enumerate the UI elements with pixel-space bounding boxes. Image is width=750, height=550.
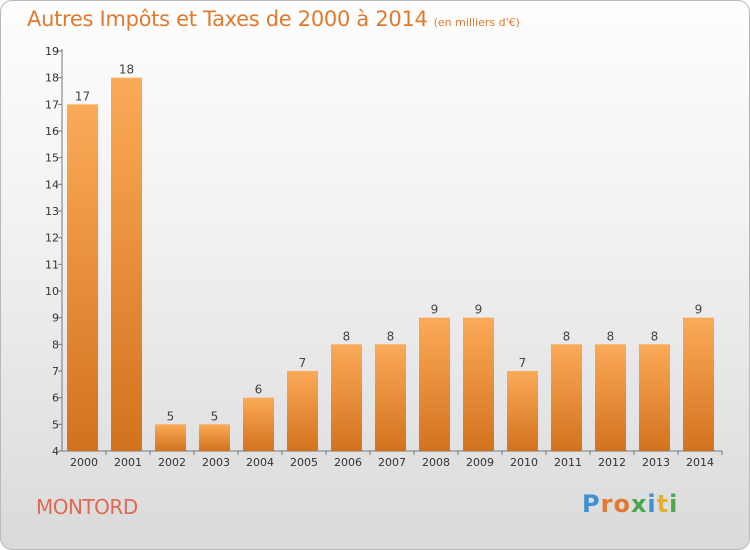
x-tick-label: 2006 (334, 456, 362, 469)
data-label: 8 (343, 329, 351, 343)
y-tick-label: 14 (45, 178, 59, 191)
logo-letter: x (630, 490, 648, 518)
data-label: 7 (519, 356, 527, 370)
bar (243, 397, 274, 451)
y-tick-label: 5 (52, 418, 59, 431)
x-tick-label: 2005 (290, 456, 318, 469)
y-tick-label: 8 (52, 338, 59, 351)
bar (155, 424, 186, 451)
logo-letter: i (647, 490, 657, 518)
chart-subtitle: (en milliers d'€) (433, 16, 520, 29)
bar (507, 371, 538, 451)
y-tick-label: 11 (45, 258, 59, 271)
x-tick-label: 2007 (378, 456, 406, 469)
y-tick-label: 18 (45, 72, 59, 85)
y-tick-label: 9 (52, 312, 59, 325)
x-tick-label: 2002 (158, 456, 186, 469)
data-label: 7 (299, 356, 307, 370)
y-tick-label: 4 (52, 445, 59, 458)
x-tick-label: 2012 (598, 456, 626, 469)
logo-letter: o (613, 490, 631, 518)
data-label: 17 (75, 89, 90, 103)
data-label: 8 (651, 329, 659, 343)
y-tick-label: 6 (52, 392, 59, 405)
bar (683, 317, 714, 451)
x-tick-label: 2003 (202, 456, 230, 469)
data-label: 5 (167, 409, 175, 423)
data-label: 9 (431, 303, 439, 317)
bar (111, 77, 142, 452)
data-label: 8 (563, 329, 571, 343)
bar (639, 344, 670, 451)
y-tick-label: 16 (45, 125, 59, 138)
y-tick-label: 15 (45, 152, 59, 165)
chart-title: Autres Impôts et Taxes de 2000 à 2014 (en… (27, 7, 520, 31)
bar (67, 104, 98, 451)
data-label: 5 (211, 409, 219, 423)
x-tick-label: 2011 (554, 456, 582, 469)
bar (595, 344, 626, 451)
y-tick-label: 19 (45, 45, 59, 58)
bar (419, 317, 450, 451)
x-tick-label: 2001 (114, 456, 142, 469)
city-name: MONTORD (36, 495, 138, 519)
x-tick-label: 2004 (246, 456, 274, 469)
bar (375, 344, 406, 451)
x-tick-label: 2008 (422, 456, 450, 469)
y-tick-label: 7 (52, 365, 59, 378)
chart-title-text: Autres Impôts et Taxes de 2000 à 2014 (27, 7, 428, 31)
data-label: 6 (255, 383, 263, 397)
logo-letter: r (600, 490, 614, 518)
data-label: 8 (387, 329, 395, 343)
x-tick-label: 2014 (686, 456, 714, 469)
bar (287, 371, 318, 451)
data-label: 8 (607, 329, 615, 343)
data-label: 9 (475, 303, 483, 317)
bar (199, 424, 230, 451)
x-tick-label: 2009 (466, 456, 494, 469)
logo-letter: P (582, 490, 601, 518)
logo-letter: i (669, 490, 679, 518)
data-label: 9 (695, 303, 703, 317)
x-tick-label: 2010 (510, 456, 538, 469)
y-tick-label: 17 (45, 98, 59, 111)
y-tick-label: 10 (45, 285, 59, 298)
bar (463, 317, 494, 451)
data-label: 18 (119, 63, 134, 77)
y-tick-label: 13 (45, 205, 59, 218)
bar (551, 344, 582, 451)
y-tick-label: 12 (45, 232, 59, 245)
x-tick-label: 2013 (642, 456, 670, 469)
x-tick-label: 2000 (70, 456, 98, 469)
logo-letter: t (656, 490, 670, 518)
bar (331, 344, 362, 451)
proxiti-logo: Proxiti (582, 490, 678, 518)
